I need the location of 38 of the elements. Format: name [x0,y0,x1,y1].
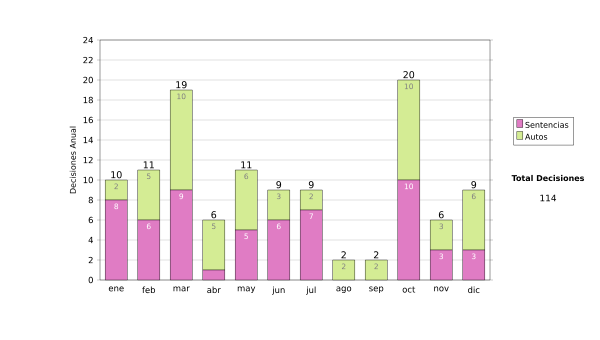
total-label: 19 [176,81,187,88]
total-label: 9 [308,181,314,188]
x-tick-label: nov [434,286,449,292]
y-tick-label: 6 [88,216,93,224]
x-tick-label: oct [402,286,416,293]
y-tick-label: 22 [83,56,93,64]
total-label: 9 [471,181,476,188]
x-tick-label: jun [272,286,285,295]
y-tick-label: 12 [84,156,93,164]
y-tick-label: 2 [88,256,93,264]
y-tick-label: 18 [84,96,93,104]
x-tick-label: jul [306,286,316,295]
total-label: 2 [341,251,346,258]
y-tick-label: 4 [88,236,94,244]
y-tick-label: 0 [88,276,93,284]
total-label: 9 [276,181,282,188]
total-label: 6 [438,211,444,218]
total-label: 11 [144,161,154,168]
x-tick-label: ene [108,286,124,292]
y-tick-label: 24 [83,36,93,44]
x-tick-label: dic [468,286,480,294]
x-tick-label: ago [336,286,352,294]
x-tick-label: feb [142,286,156,294]
total-label: 6 [211,211,216,218]
total-label: 2 [374,251,378,258]
y-tick-label: 8 [88,196,93,204]
y-tick-label: 10 [84,176,93,184]
x-tick-label: may [238,286,256,294]
x-tick-label: mar [174,286,190,292]
x-tick-label: abr [207,286,221,294]
total-label: 11 [241,161,252,168]
y-tick-label: 20 [83,76,93,84]
y-tick-label: 14 [84,136,93,144]
total-label: 10 [111,171,122,178]
text: 114 [540,194,556,202]
y-tick-label: 16 [84,116,93,124]
x-tick-label: sep [369,286,384,294]
total-label: 20 [403,71,414,78]
